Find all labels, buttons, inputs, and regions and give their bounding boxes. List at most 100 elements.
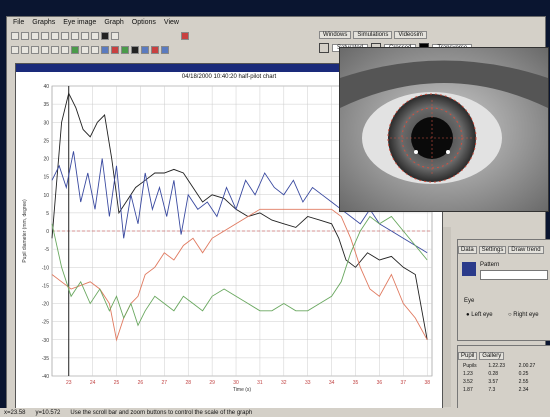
series-line-1 bbox=[51, 151, 428, 254]
new-icon[interactable] bbox=[11, 32, 19, 40]
cell: 1.23 bbox=[463, 371, 473, 377]
play-icon[interactable] bbox=[71, 46, 79, 54]
cell: 3.57 bbox=[488, 379, 499, 385]
tab-gallery[interactable]: Gallery bbox=[479, 352, 505, 360]
fit-icon[interactable] bbox=[51, 46, 59, 54]
tab-simulations[interactable]: Simulations bbox=[353, 31, 393, 39]
tab-draw-trend[interactable]: Draw trend bbox=[508, 246, 544, 254]
cell: 1.22.23 bbox=[488, 363, 506, 369]
pupil-table: Pupils 1.22.23 2.00.27 1.23 0.28 0.25 3.52 3.… bbox=[462, 362, 548, 394]
x-tick-label: 38 bbox=[424, 380, 430, 386]
x-tick-label: 33 bbox=[305, 380, 311, 386]
open-icon[interactable] bbox=[21, 32, 29, 40]
chart-titlebar bbox=[16, 64, 442, 72]
right-eye-radio[interactable]: ○ Right eye bbox=[508, 312, 539, 318]
menu-graphs[interactable]: Graphs bbox=[32, 19, 56, 26]
x-tick-label: 25 bbox=[114, 380, 120, 386]
series-line-3 bbox=[51, 215, 428, 327]
tab-pupil[interactable]: Pupil bbox=[458, 352, 478, 360]
grid-icon[interactable] bbox=[61, 46, 69, 54]
x-tick-label: 37 bbox=[401, 380, 407, 386]
tab-videosim[interactable]: Videosim bbox=[394, 31, 427, 39]
eye-label: Eye bbox=[464, 298, 475, 304]
pattern-label: Pattern bbox=[480, 262, 500, 268]
red-series-icon[interactable] bbox=[111, 46, 119, 54]
x-tick-label: 27 bbox=[162, 380, 168, 386]
x-tick-label: 29 bbox=[209, 380, 215, 386]
x-tick-label: 23 bbox=[66, 380, 72, 386]
green-series-icon[interactable] bbox=[121, 46, 129, 54]
menu-bar: File Graphs Eye image Graph Options View bbox=[7, 17, 545, 28]
x-tick-label: 28 bbox=[185, 380, 191, 386]
cell: 2.55 bbox=[518, 379, 529, 385]
status-hint: Use the scroll bar and zoom buttons to c… bbox=[70, 409, 253, 416]
menu-file[interactable]: File bbox=[13, 19, 25, 26]
y-tick-label: 15 bbox=[43, 175, 49, 181]
status-x: x=23.58 bbox=[4, 409, 26, 416]
x-tick-label: 34 bbox=[329, 380, 335, 386]
cell: Pupils bbox=[463, 363, 477, 369]
print-icon[interactable] bbox=[41, 32, 49, 40]
tab-data[interactable]: Data bbox=[458, 246, 477, 254]
toolbar-bottom bbox=[7, 44, 169, 56]
left-eye-label: Left eye bbox=[471, 312, 493, 318]
data-panel: Data Settings Draw trend Pattern Eye ● L… bbox=[457, 239, 550, 341]
y-tick-label: -30 bbox=[42, 338, 49, 344]
cell: 7.3 bbox=[488, 387, 496, 393]
table-row: Pupils 1.22.23 2.00.27 bbox=[462, 362, 548, 370]
status-bar: x=23.58 y=10.572 Use the scroll bar and … bbox=[0, 408, 550, 417]
marker-icon[interactable] bbox=[151, 46, 159, 54]
blue-series-icon[interactable] bbox=[101, 46, 109, 54]
left-eye-radio[interactable]: ● Left eye bbox=[466, 312, 493, 318]
x-axis-label: Time (s) bbox=[233, 387, 251, 393]
eye-thumb-icon[interactable] bbox=[462, 262, 476, 276]
tab-settings[interactable]: Settings bbox=[478, 246, 507, 254]
y-tick-label: 35 bbox=[43, 102, 49, 108]
y-tick-label: -35 bbox=[42, 356, 49, 362]
arrow-left-icon[interactable] bbox=[11, 46, 19, 54]
chart-header: 04/18/2000 10:40:20 half-pilot chart bbox=[181, 74, 277, 80]
swatch-saturated[interactable] bbox=[319, 43, 329, 53]
copy-icon[interactable] bbox=[61, 32, 69, 40]
menu-view[interactable]: View bbox=[163, 19, 179, 26]
series-line-0 bbox=[51, 91, 428, 340]
window-icon[interactable] bbox=[161, 46, 169, 54]
redo-icon[interactable] bbox=[91, 32, 99, 40]
record-icon[interactable] bbox=[181, 32, 189, 40]
menu-eye-image[interactable]: Eye image bbox=[63, 19, 97, 26]
zoom-out-icon[interactable] bbox=[41, 46, 49, 54]
menu-options[interactable]: Options bbox=[131, 19, 156, 26]
cell: 2.00.27 bbox=[518, 363, 536, 369]
eye-image-window[interactable] bbox=[339, 47, 549, 212]
y-tick-label: -5 bbox=[45, 247, 50, 253]
tab-windows[interactable]: Windows bbox=[319, 31, 352, 39]
window-tabs: Windows Simulations Videosim bbox=[319, 31, 427, 39]
y-tick-label: 20 bbox=[43, 157, 49, 163]
y-tick-label: -40 bbox=[42, 374, 49, 380]
cut-icon[interactable] bbox=[51, 32, 59, 40]
eye-image bbox=[340, 48, 548, 211]
zoom-in-icon[interactable] bbox=[31, 46, 39, 54]
export-icon[interactable] bbox=[141, 46, 149, 54]
eye-image-icon[interactable] bbox=[101, 32, 109, 40]
save-icon[interactable] bbox=[31, 32, 39, 40]
paste-icon[interactable] bbox=[71, 32, 79, 40]
vertical-scrollbar[interactable] bbox=[443, 227, 451, 407]
undo-icon[interactable] bbox=[81, 32, 89, 40]
x-tick-label: 36 bbox=[377, 380, 383, 386]
toolbar-top bbox=[7, 30, 189, 42]
x-tick-label: 24 bbox=[90, 380, 96, 386]
menu-graph[interactable]: Graph bbox=[104, 19, 124, 26]
y-tick-label: -20 bbox=[42, 302, 49, 308]
pause-icon[interactable] bbox=[81, 46, 89, 54]
pupil-panel: Pupil Gallery Pupils 1.22.23 2.00.27 1.23 0… bbox=[457, 345, 550, 409]
right-eye-label: Right eye bbox=[513, 312, 539, 318]
y-tick-label: 0 bbox=[46, 229, 49, 235]
pattern-input[interactable] bbox=[480, 270, 548, 280]
arrow-right-icon[interactable] bbox=[21, 46, 29, 54]
close-icon[interactable] bbox=[131, 46, 139, 54]
settings-icon[interactable] bbox=[111, 32, 119, 40]
y-tick-label: 25 bbox=[43, 138, 49, 144]
cell: 0.28 bbox=[488, 371, 499, 377]
stop-icon[interactable] bbox=[91, 46, 99, 54]
